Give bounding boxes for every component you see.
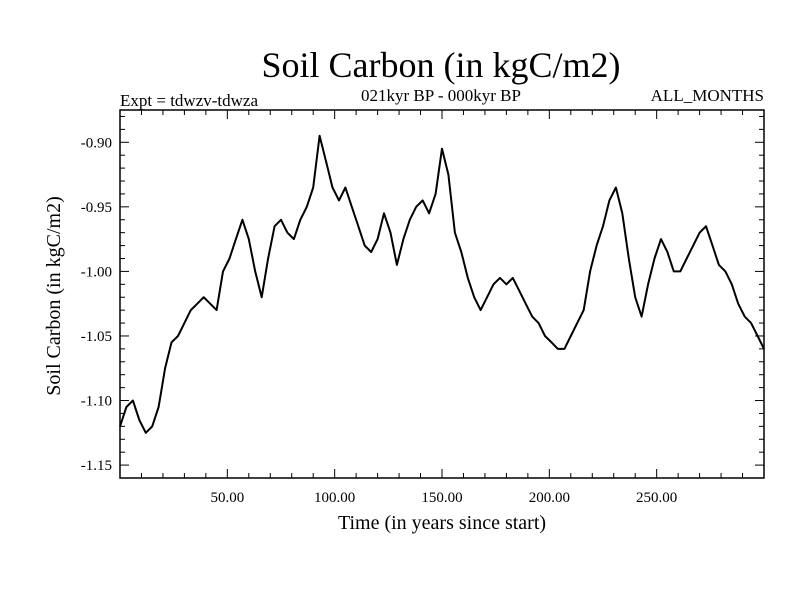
x-axis-label: Time (in years since start) bbox=[338, 512, 546, 534]
y-axis-label: Soil Carbon (in kgC/m2) bbox=[43, 196, 65, 395]
x-tick-label: 50.00 bbox=[210, 490, 244, 506]
months-label: ALL_MONTHS bbox=[651, 86, 764, 105]
y-tick-label: -1.00 bbox=[81, 264, 112, 280]
y-tick-label: -1.15 bbox=[81, 458, 112, 474]
y-axis-ticks: -0.90 -0.95 -1.00 -1.05 -1.10 -1.15 bbox=[81, 115, 764, 474]
y-tick-label: -0.90 bbox=[81, 135, 112, 151]
y-tick-label: -1.05 bbox=[81, 329, 112, 345]
x-tick-label: 250.00 bbox=[636, 490, 677, 506]
period-label: 021kyr BP - 000kyr BP bbox=[361, 86, 521, 105]
soil-carbon-series-line bbox=[119, 134, 765, 434]
chart-title: Soil Carbon (in kgC/m2) bbox=[262, 45, 621, 85]
x-tick-label: 150.00 bbox=[421, 490, 462, 506]
y-tick-label: -1.10 bbox=[81, 394, 112, 410]
experiment-label: Expt = tdwzv-tdwza bbox=[120, 91, 258, 110]
x-tick-label: 200.00 bbox=[529, 490, 570, 506]
x-axis-ticks: 50.00 100.00 150.00 200.00 250.00 bbox=[140, 110, 744, 506]
plot-frame bbox=[119, 109, 765, 479]
y-tick-label: -0.95 bbox=[81, 200, 112, 216]
x-tick-label: 100.00 bbox=[314, 490, 355, 506]
